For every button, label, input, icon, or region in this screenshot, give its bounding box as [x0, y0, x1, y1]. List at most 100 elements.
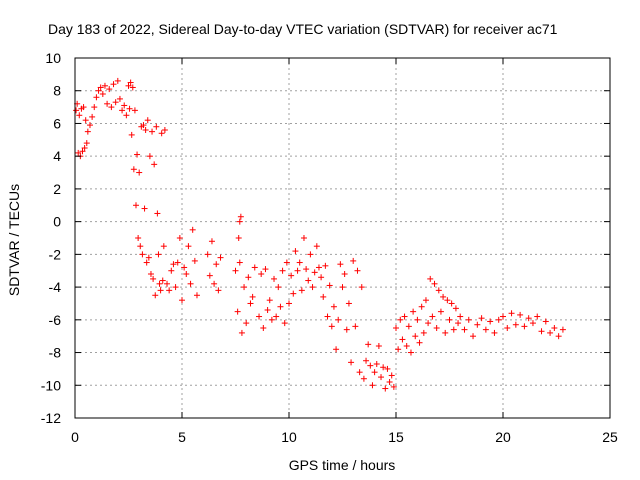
data-point — [106, 86, 113, 93]
data-point — [264, 307, 271, 313]
data-point — [217, 254, 224, 261]
data-point — [151, 161, 158, 168]
data-point — [256, 313, 263, 320]
y-tick-label: 8 — [53, 83, 61, 99]
data-point — [137, 243, 144, 250]
data-point — [534, 313, 541, 320]
data-point — [390, 383, 397, 390]
data-point — [114, 77, 121, 84]
data-point — [164, 280, 171, 287]
data-point — [461, 326, 468, 333]
data-point — [307, 251, 314, 258]
data-point — [335, 316, 342, 323]
data-point — [150, 275, 157, 282]
data-point — [292, 248, 299, 255]
y-tick-label: -6 — [49, 312, 62, 328]
data-point — [79, 148, 86, 155]
data-point — [273, 313, 280, 320]
data-point — [245, 274, 252, 281]
data-point — [187, 280, 194, 287]
data-point — [517, 311, 524, 318]
y-tick-label: -12 — [41, 410, 61, 426]
data-point — [429, 313, 436, 320]
data-point — [110, 81, 117, 88]
data-point — [303, 266, 310, 273]
data-point — [235, 235, 242, 241]
data-point — [183, 271, 190, 277]
data-point — [422, 297, 429, 304]
y-axis-label: SDTVAR / TECUs — [6, 184, 22, 296]
data-point — [431, 280, 438, 287]
data-point — [482, 326, 489, 333]
data-point — [112, 99, 119, 106]
data-point — [136, 169, 143, 176]
data-point — [154, 210, 161, 217]
data-point — [243, 320, 250, 327]
data-point — [75, 149, 82, 156]
data-point — [457, 313, 464, 320]
data-point — [529, 320, 536, 327]
data-point — [326, 282, 333, 289]
data-point — [341, 271, 348, 277]
data-point — [283, 259, 290, 266]
data-point — [159, 277, 166, 284]
data-point — [127, 79, 134, 86]
x-tick-label: 20 — [495, 429, 511, 445]
x-tick-label: 0 — [71, 429, 79, 445]
data-point — [365, 341, 372, 348]
data-point — [393, 325, 399, 331]
data-point — [141, 205, 148, 212]
data-point — [149, 128, 156, 135]
data-point — [191, 257, 198, 264]
data-point — [298, 287, 305, 294]
data-point — [521, 323, 528, 330]
data-point — [143, 259, 150, 266]
data-point — [130, 166, 137, 173]
data-point — [208, 238, 215, 245]
data-point — [152, 292, 159, 299]
data-point — [89, 113, 96, 120]
data-point — [474, 321, 481, 328]
data-point — [93, 94, 100, 101]
data-point — [294, 267, 301, 274]
data-point — [435, 287, 442, 294]
data-point — [433, 325, 440, 331]
data-point — [135, 235, 142, 241]
data-point — [247, 300, 254, 307]
data-point — [238, 329, 245, 336]
data-point — [328, 323, 335, 330]
data-point — [378, 374, 385, 381]
data-point — [76, 112, 83, 119]
data-point — [542, 318, 549, 325]
data-point — [337, 261, 344, 268]
data-point — [311, 269, 318, 276]
data-point — [437, 308, 444, 315]
data-point — [380, 364, 387, 371]
data-point — [343, 326, 350, 333]
grid-lines — [75, 58, 610, 418]
data-point — [352, 323, 359, 330]
chart-title: Day 183 of 2022, Sidereal Day-to-day VTE… — [48, 21, 558, 37]
data-point — [315, 264, 322, 271]
axis-ticks — [74, 57, 611, 419]
data-point — [525, 315, 532, 322]
data-point — [181, 264, 188, 271]
data-point — [108, 104, 115, 111]
data-point — [142, 127, 149, 133]
data-point — [508, 310, 515, 317]
data-point — [416, 339, 423, 346]
data-point — [333, 346, 340, 353]
y-tick-label: 0 — [53, 214, 61, 230]
x-axis-label: GPS time / hours — [289, 457, 396, 473]
plot-frame — [74, 57, 611, 419]
data-point — [538, 328, 545, 335]
data-point — [236, 259, 243, 266]
data-point — [128, 131, 135, 138]
data-point — [176, 235, 183, 241]
data-point — [140, 122, 147, 129]
y-tick-label: -2 — [49, 246, 62, 262]
data-point — [491, 329, 498, 336]
data-point — [241, 284, 248, 291]
data-point — [373, 361, 380, 367]
y-tick-label: -8 — [49, 345, 62, 361]
